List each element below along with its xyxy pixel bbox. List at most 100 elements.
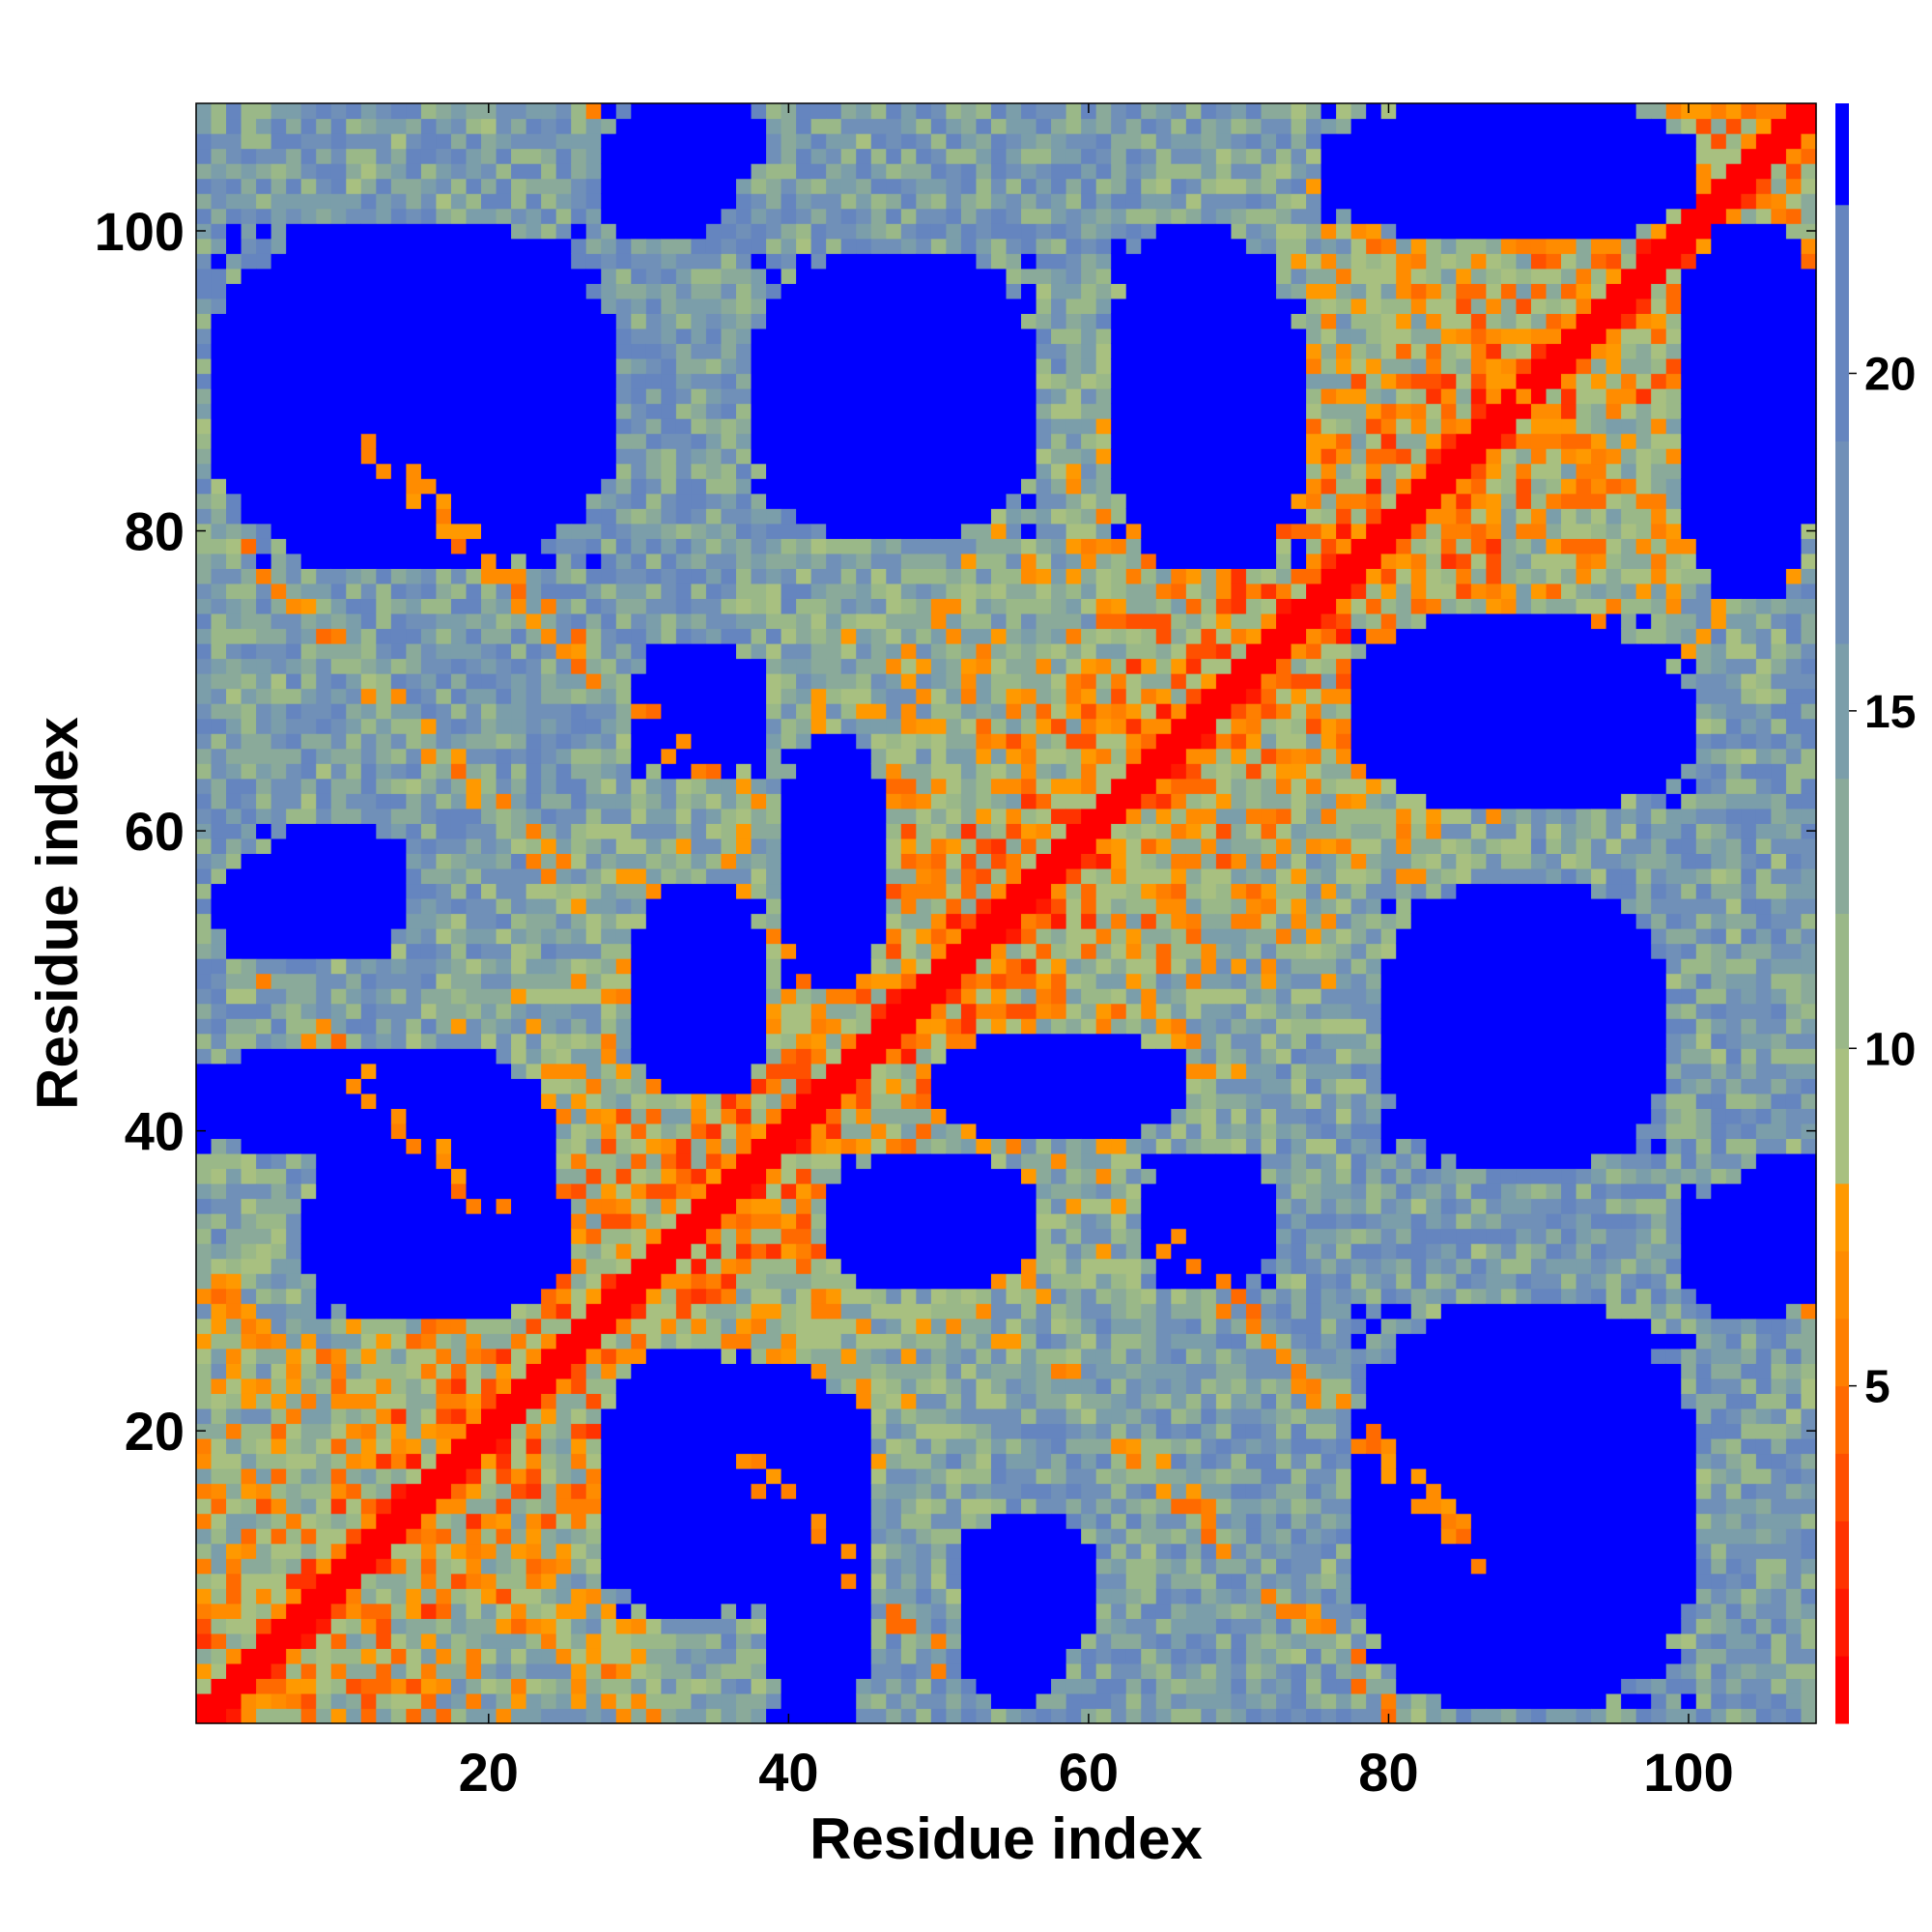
heatmap-cell xyxy=(436,1063,452,1079)
heatmap-cell xyxy=(721,1407,737,1425)
heatmap-cell xyxy=(661,327,677,345)
heatmap-cell xyxy=(585,493,602,509)
heatmap-cell xyxy=(466,1528,482,1545)
heatmap-cell xyxy=(781,478,797,495)
heatmap-cell xyxy=(826,1662,842,1680)
heatmap-cell xyxy=(585,1528,602,1545)
heatmap-cell xyxy=(870,373,887,389)
heatmap-cell xyxy=(766,838,782,854)
heatmap-cell xyxy=(241,448,257,465)
heatmap-cell xyxy=(481,508,497,525)
heatmap-cell xyxy=(675,808,693,824)
heatmap-cell xyxy=(376,703,392,720)
heatmap-cell xyxy=(810,1003,827,1019)
heatmap-cell xyxy=(736,883,753,899)
heatmap-cell xyxy=(436,1513,452,1529)
heatmap-cell xyxy=(360,643,377,660)
heatmap-cell xyxy=(481,988,497,1005)
heatmap-cell xyxy=(330,808,347,824)
heatmap-cell xyxy=(256,1528,272,1545)
heatmap-cell xyxy=(555,493,572,509)
heatmap-cell xyxy=(766,1063,782,1079)
heatmap-cell xyxy=(226,973,242,989)
heatmap-cell xyxy=(870,193,887,210)
heatmap-cell xyxy=(645,718,662,734)
heatmap-cell xyxy=(631,238,647,254)
heatmap-cell xyxy=(601,688,617,704)
heatmap-cell xyxy=(211,313,227,329)
heatmap-cell xyxy=(721,1558,737,1575)
heatmap-cell xyxy=(436,448,452,465)
heatmap-cell xyxy=(420,763,438,780)
heatmap-cell xyxy=(316,1498,332,1515)
heatmap-cell xyxy=(316,688,332,704)
heatmap-cell xyxy=(211,1122,227,1140)
heatmap-cell xyxy=(346,1288,362,1304)
heatmap-cell xyxy=(870,1108,887,1124)
heatmap-cell xyxy=(226,658,242,674)
heatmap-cell xyxy=(360,838,377,854)
heatmap-cell xyxy=(466,733,482,750)
heatmap-cell xyxy=(390,1258,407,1274)
heatmap-cell xyxy=(406,1333,422,1350)
heatmap-cell xyxy=(450,1333,468,1350)
heatmap-cell xyxy=(555,718,572,734)
heatmap-cell xyxy=(840,373,857,389)
heatmap-cell xyxy=(631,793,647,810)
heatmap-cell xyxy=(870,1318,887,1334)
heatmap-cell xyxy=(555,103,572,120)
heatmap-cell xyxy=(390,1078,407,1094)
heatmap-cell xyxy=(511,178,527,194)
heatmap-cell xyxy=(631,1258,647,1274)
heatmap-cell xyxy=(420,388,438,405)
heatmap-cell xyxy=(615,418,632,435)
heatmap-cell xyxy=(196,508,213,525)
heatmap-cell xyxy=(511,148,527,164)
heatmap-cell xyxy=(316,1513,332,1529)
heatmap-cell xyxy=(436,748,452,764)
heatmap-cell xyxy=(721,778,737,794)
heatmap-cell xyxy=(526,357,542,375)
heatmap-cell xyxy=(661,913,677,929)
heatmap-cell xyxy=(211,1213,227,1230)
heatmap-cell xyxy=(511,1543,527,1559)
heatmap-cell xyxy=(286,388,302,405)
heatmap-cell xyxy=(810,988,827,1005)
heatmap-cell xyxy=(555,1468,572,1485)
heatmap-cell xyxy=(196,1437,213,1455)
heatmap-cell xyxy=(736,1393,753,1409)
heatmap-cell xyxy=(360,178,377,194)
heatmap-cell xyxy=(645,1588,662,1605)
heatmap-cell xyxy=(211,582,227,600)
heatmap-cell xyxy=(555,1288,572,1304)
heatmap-cell xyxy=(796,913,812,929)
heatmap-cell xyxy=(736,793,753,810)
heatmap-cell xyxy=(751,958,767,975)
heatmap-cell xyxy=(856,1228,872,1244)
heatmap-cell xyxy=(631,1407,647,1425)
heatmap-cell xyxy=(645,733,662,750)
heatmap-cell xyxy=(256,357,272,375)
heatmap-cell xyxy=(585,973,602,989)
heatmap-cell xyxy=(436,148,452,164)
heatmap-cell xyxy=(585,1708,602,1724)
heatmap-cell xyxy=(661,1108,677,1124)
heatmap-cell xyxy=(736,1213,753,1230)
heatmap-cell xyxy=(196,1708,213,1724)
heatmap-cell xyxy=(631,823,647,839)
heatmap-cell xyxy=(196,1407,213,1425)
heatmap-cell xyxy=(360,1168,377,1184)
heatmap-cell xyxy=(736,703,753,720)
heatmap-cell xyxy=(406,733,422,750)
heatmap-cell xyxy=(496,1243,512,1260)
heatmap-cell xyxy=(316,1618,332,1634)
heatmap-cell xyxy=(585,928,602,945)
heatmap-cell xyxy=(781,897,797,915)
heatmap-cell xyxy=(406,163,422,180)
heatmap-cell xyxy=(705,1588,723,1605)
heatmap-cell xyxy=(585,958,602,975)
heatmap-cell xyxy=(511,1708,527,1724)
heatmap-cell xyxy=(346,582,362,600)
heatmap-cell xyxy=(496,403,512,419)
heatmap-cell xyxy=(360,1273,377,1290)
